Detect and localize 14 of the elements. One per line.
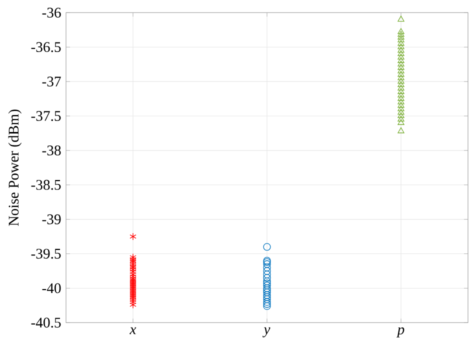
x-tick-label: y bbox=[262, 327, 270, 338]
x-tick-label: p bbox=[396, 327, 404, 338]
y-tick-label: -37 bbox=[42, 76, 61, 86]
x-tick-label: x bbox=[130, 327, 136, 334]
y-tick-label: -40 bbox=[42, 283, 61, 294]
y-tick-label: -39 bbox=[42, 214, 61, 224]
y-tick-label: -36 bbox=[42, 8, 61, 18]
y-tick-label: -40.5 bbox=[31, 318, 61, 328]
y-tick-label: -38 bbox=[42, 145, 61, 156]
y-tick-label: -37.5 bbox=[31, 111, 61, 121]
y-tick-label: -39.5 bbox=[31, 248, 61, 259]
y-tick-label: -38.5 bbox=[31, 180, 61, 190]
y-axis-title: Noise Power (dBm) bbox=[8, 110, 22, 226]
y-tick-label: -36.5 bbox=[31, 42, 61, 52]
